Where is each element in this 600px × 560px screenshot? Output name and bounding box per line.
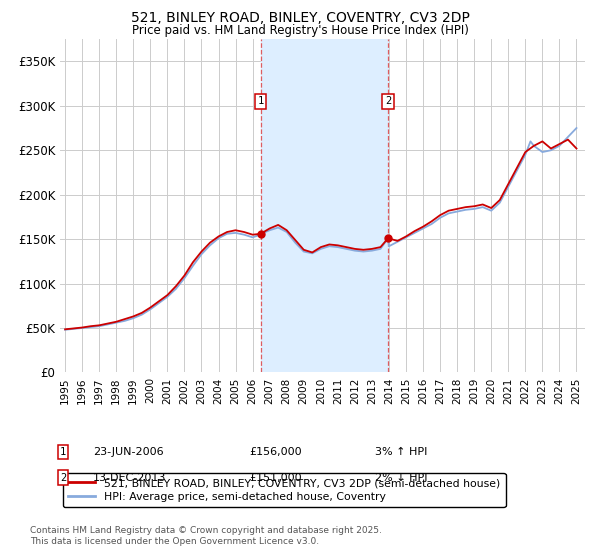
Text: Price paid vs. HM Land Registry's House Price Index (HPI): Price paid vs. HM Land Registry's House … — [131, 24, 469, 36]
Text: 2: 2 — [385, 96, 391, 106]
Text: 2: 2 — [60, 473, 66, 483]
Text: 23-JUN-2006: 23-JUN-2006 — [93, 447, 164, 457]
Text: 2% ↓ HPI: 2% ↓ HPI — [375, 473, 427, 483]
Text: £151,000: £151,000 — [249, 473, 302, 483]
Text: £156,000: £156,000 — [249, 447, 302, 457]
Bar — [260, 39, 388, 372]
Text: 1: 1 — [257, 96, 264, 106]
Text: 13-DEC-2013: 13-DEC-2013 — [93, 473, 166, 483]
Text: 1: 1 — [60, 447, 66, 457]
Legend: 521, BINLEY ROAD, BINLEY, COVENTRY, CV3 2DP (semi-detached house), HPI: Average : 521, BINLEY ROAD, BINLEY, COVENTRY, CV3 … — [63, 473, 506, 507]
Text: Contains HM Land Registry data © Crown copyright and database right 2025.
This d: Contains HM Land Registry data © Crown c… — [30, 526, 382, 546]
Text: 3% ↑ HPI: 3% ↑ HPI — [375, 447, 427, 457]
Text: 521, BINLEY ROAD, BINLEY, COVENTRY, CV3 2DP: 521, BINLEY ROAD, BINLEY, COVENTRY, CV3 … — [131, 11, 469, 25]
